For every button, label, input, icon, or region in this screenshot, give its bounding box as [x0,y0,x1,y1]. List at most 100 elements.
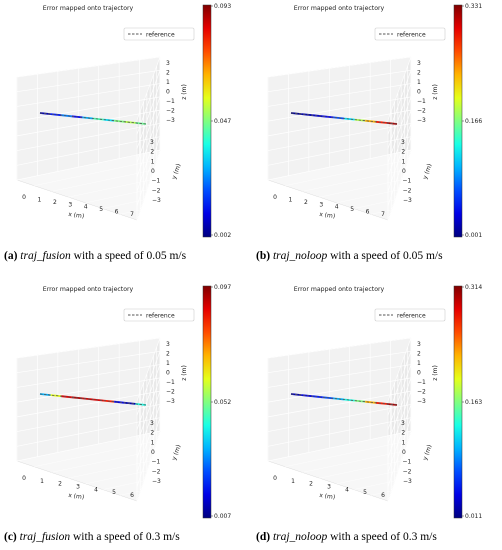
p0-legend-label: reference [146,31,175,38]
p2-grid-z-left [16,404,161,432]
p1-y-tick-label: −2 [403,187,412,194]
p1-grid-z-right [387,136,412,206]
p0-z-tick-label: 0 [166,89,170,96]
p0-title: Error mapped onto trajectory [43,5,134,12]
p1-grid-z-left [267,149,412,181]
caption-b-text: with a speed of 0.05 m/s [330,250,443,262]
p1-grid-z-left [267,109,412,137]
p0-y-tick-label: 2 [150,149,154,156]
p1-z-tick-label: −1 [417,98,426,105]
p2-grid-z-left [16,430,161,462]
p2-grid-z-left [16,417,161,447]
p0-x-tick-label: 1 [38,196,42,203]
p0-x-tick-label: 7 [130,211,134,218]
p3-reference-line [290,393,398,406]
p1-y-tick-label: −1 [402,178,411,185]
p0-y-tick-label: 3 [150,139,154,146]
p3-grid-z-left [267,430,412,462]
caption-c-text: with a speed of 0.3 m/s [73,531,180,543]
p3-grid-z-left [267,417,412,447]
p3-z-tick-label: −2 [417,389,426,396]
p2-x-tick-label: 6 [130,492,134,499]
p0-colorbar-label: 0.047 [214,118,231,125]
p3-y-tick-label: 1 [402,439,406,446]
p2-colorbar-label: 0.097 [214,284,231,291]
p0-grid-z-right [136,56,161,121]
p2-y-tick-label: 3 [150,420,154,427]
p2-title: Error mapped onto trajectory [43,286,134,293]
p1-y-axis-label: y (m) [422,163,434,180]
p0-x-tick-label: 0 [22,194,26,201]
p0-y-tick-label: −1 [151,178,160,185]
caption-d-label: (d) [256,531,271,543]
p1-y-tick-label: −3 [403,197,412,204]
caption-c-name: traj_fusion [19,531,71,543]
p3-colorbar [453,285,463,519]
chart-panel-b: Error mapped onto trajectory reference 3 2 1… [251,0,502,248]
p2-x-tick-label: 3 [76,484,80,491]
p1-colorbar-label: 0.331 [465,3,482,10]
p1-grid-z-right [387,83,412,149]
p2-grid-z-left [16,364,161,388]
p3-grid-z-left [267,377,412,403]
p0-grid-z-left [16,109,161,137]
p1-y-tick-label: 2 [401,149,405,156]
p1-x-axis-label: x (m) [319,211,336,220]
p2-grid-z-left [16,390,161,418]
p3-grid-z-right [387,404,412,473]
p0-x-axis-label: x (m) [68,211,85,220]
caption-d: (d) traj_noloop with a speed of 0.3 m/s [256,531,437,543]
p1-grid-floor [319,179,402,198]
p3-x-axis-label: x (m) [319,492,336,501]
p1-title: Error mapped onto trajectory [294,5,385,12]
p0-z-tick-label: 1 [166,79,170,86]
p3-grid-z-right [387,391,412,459]
p1-x-tick-label: 2 [304,199,308,206]
p1-x-tick-label: 3 [319,201,323,208]
p3-y-tick-label: 3 [401,420,405,427]
p3-colorbar-label: 0.314 [465,284,482,291]
p2-x-tick-label: 2 [58,481,62,488]
p1-colorbar [453,4,463,238]
p1-z-tick-label: 1 [417,79,421,86]
p3-grid-z-left [267,364,412,388]
p0-z-tick-label: −3 [166,117,175,124]
p2-grid-z-right [136,430,161,502]
p2-grid-floor [85,470,147,485]
p3-x-tick-label: 1 [291,478,295,485]
p0-z-axis-label: z (m) [181,84,188,100]
p0-x-tick-label: 3 [68,201,72,208]
p2-x-tick-label: 1 [40,478,44,485]
p2-y-tick-label: 1 [151,439,155,446]
p1-x-tick-label: 7 [381,211,385,218]
p0-z-tick-label: 2 [166,70,170,77]
p2-grid-z-left [16,337,161,359]
p1-z-tick-label: 3 [417,60,421,67]
p3-grid-z-left [267,337,412,359]
p1-legend-label: reference [397,31,426,38]
p2-y-tick-label: 0 [151,449,155,456]
caption-c-label: (c) [4,531,17,543]
p0-y-tick-label: −2 [152,187,161,194]
p1-x-tick-label: 6 [366,209,370,216]
p3-title: Error mapped onto trajectory [294,286,385,293]
p3-grid-z-right [387,417,412,487]
p2-y-tick-label: −2 [152,468,161,475]
p1-grid-floor [302,169,405,192]
p0-grid-z-right [136,110,161,178]
p0-z-tick-label: −1 [166,98,175,105]
p1-z-tick-label: −3 [417,117,426,124]
p1-grid-floor [336,189,398,204]
p1-x-tick-label: 0 [273,194,277,201]
p0-grid-z-left [16,56,161,78]
p1-x-tick-label: 1 [289,196,293,203]
p3-x-tick-label: 4 [345,486,349,493]
p3-colorbar-label: 0.011 [465,513,482,520]
caption-a-name: traj_fusion [20,250,71,262]
p3-grid-z-right [387,364,412,430]
p3-z-tick-label: 2 [417,351,421,358]
p0-colorbar-label: 0.093 [214,3,231,10]
p0-grid-z-right [136,149,161,221]
caption-d-name: traj_noloop [272,531,328,543]
p3-legend-box [374,308,446,322]
